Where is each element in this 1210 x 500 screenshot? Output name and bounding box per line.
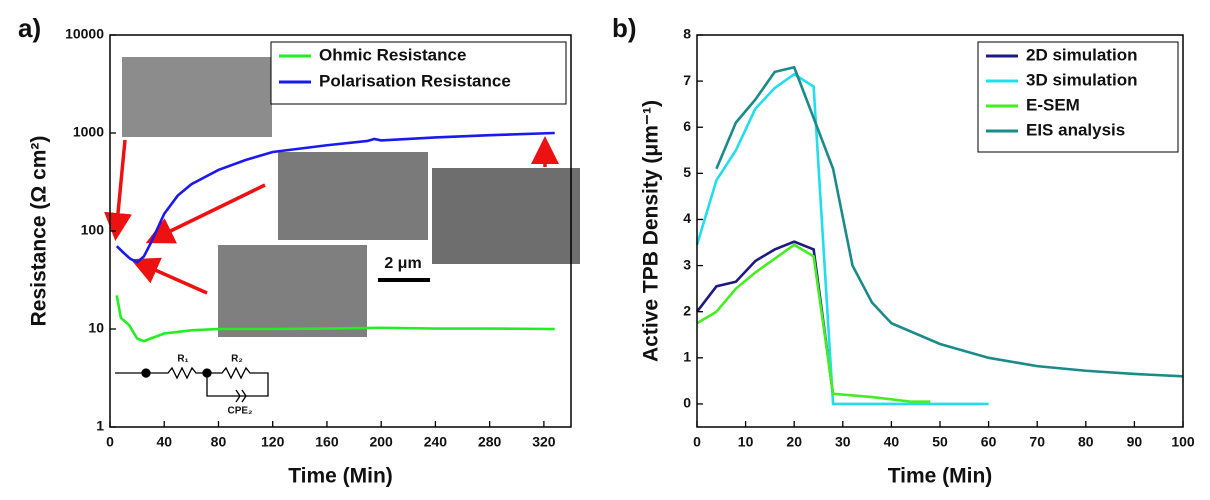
legend-label: E-SEM: [1026, 95, 1080, 114]
x-tick-label: 60: [981, 434, 997, 450]
legend-box: [977, 41, 1179, 153]
y-tick-label: 0: [683, 395, 691, 411]
sem-image: [432, 168, 580, 264]
series-line: [115, 295, 555, 343]
sem-image: [218, 245, 367, 337]
y-tick-label: 4: [683, 210, 691, 226]
x-tick-label: 80: [211, 434, 227, 450]
x-tick-label: 320: [532, 434, 556, 450]
arrow: [104, 139, 132, 241]
circuit-label: R₂: [231, 354, 243, 365]
arrow: [130, 257, 208, 295]
x-tick-label: 100: [1171, 434, 1195, 450]
circuit-label: R₁: [177, 354, 188, 365]
x-tick-label: 80: [1078, 434, 1094, 450]
legend-label: 2D simulation: [1026, 45, 1137, 64]
y-tick-label: 6: [683, 118, 691, 134]
sem-image: [278, 152, 428, 240]
legend-label: EIS analysis: [1026, 120, 1125, 139]
x-tick-label: 0: [693, 434, 701, 450]
x-tick-label: 70: [1029, 434, 1045, 450]
scale-bar-label: 2 μm: [384, 255, 421, 272]
x-tick-label: 50: [932, 434, 948, 450]
x-tick-label: 10: [738, 434, 754, 450]
y-tick-label: 10: [88, 320, 104, 336]
y-tick-label: 10000: [65, 26, 104, 42]
y-axis-title: Active TPB Density (μm⁻¹): [640, 100, 663, 362]
x-tick-label: 40: [156, 434, 172, 450]
legend-label: 3D simulation: [1026, 70, 1137, 89]
series-line: [695, 240, 835, 395]
x-tick-label: 240: [424, 434, 448, 450]
series-line: [695, 72, 989, 406]
circuit-path: [115, 366, 269, 403]
legend-label: Ohmic Resistance: [319, 45, 466, 64]
panel-label: b): [612, 13, 637, 43]
arrow: [145, 183, 266, 244]
y-tick-label: 100: [81, 222, 105, 238]
x-tick-label: 120: [261, 434, 285, 450]
legend-label: Polarisation Resistance: [319, 71, 511, 90]
y-tick-label: 1: [96, 418, 104, 434]
node: [141, 368, 151, 378]
x-tick-label: 200: [369, 434, 393, 450]
y-tick-label: 8: [683, 26, 691, 42]
y-tick-label: 3: [683, 256, 691, 272]
x-axis-title: Time (Min): [888, 465, 993, 488]
circuit: [115, 366, 269, 403]
sem-image: [122, 57, 272, 137]
y-axis-title: Resistance (Ω cm²): [28, 136, 51, 327]
x-tick-label: 0: [106, 434, 114, 450]
x-tick-label: 280: [478, 434, 502, 450]
circuit-label: CPE₂: [227, 406, 252, 417]
arrows: [104, 136, 559, 295]
x-axis-title: Time (Min): [288, 465, 393, 488]
y-tick-label: 5: [683, 164, 691, 180]
y-tick-label: 1000: [73, 124, 104, 140]
series-line: [696, 243, 931, 403]
micrographs: [122, 57, 580, 337]
series-line: [715, 65, 1184, 378]
x-tick-label: 20: [786, 434, 802, 450]
series-line: [115, 131, 555, 264]
y-tick-label: 2: [683, 302, 691, 318]
x-tick-label: 160: [315, 434, 339, 450]
node: [202, 368, 212, 378]
x-tick-label: 90: [1127, 434, 1143, 450]
panel-label: a): [18, 13, 41, 43]
y-tick-label: 7: [683, 72, 691, 88]
y-tick-label: 1: [683, 349, 691, 365]
legend-box: [270, 41, 567, 105]
x-tick-label: 40: [884, 434, 900, 450]
x-tick-label: 30: [835, 434, 851, 450]
